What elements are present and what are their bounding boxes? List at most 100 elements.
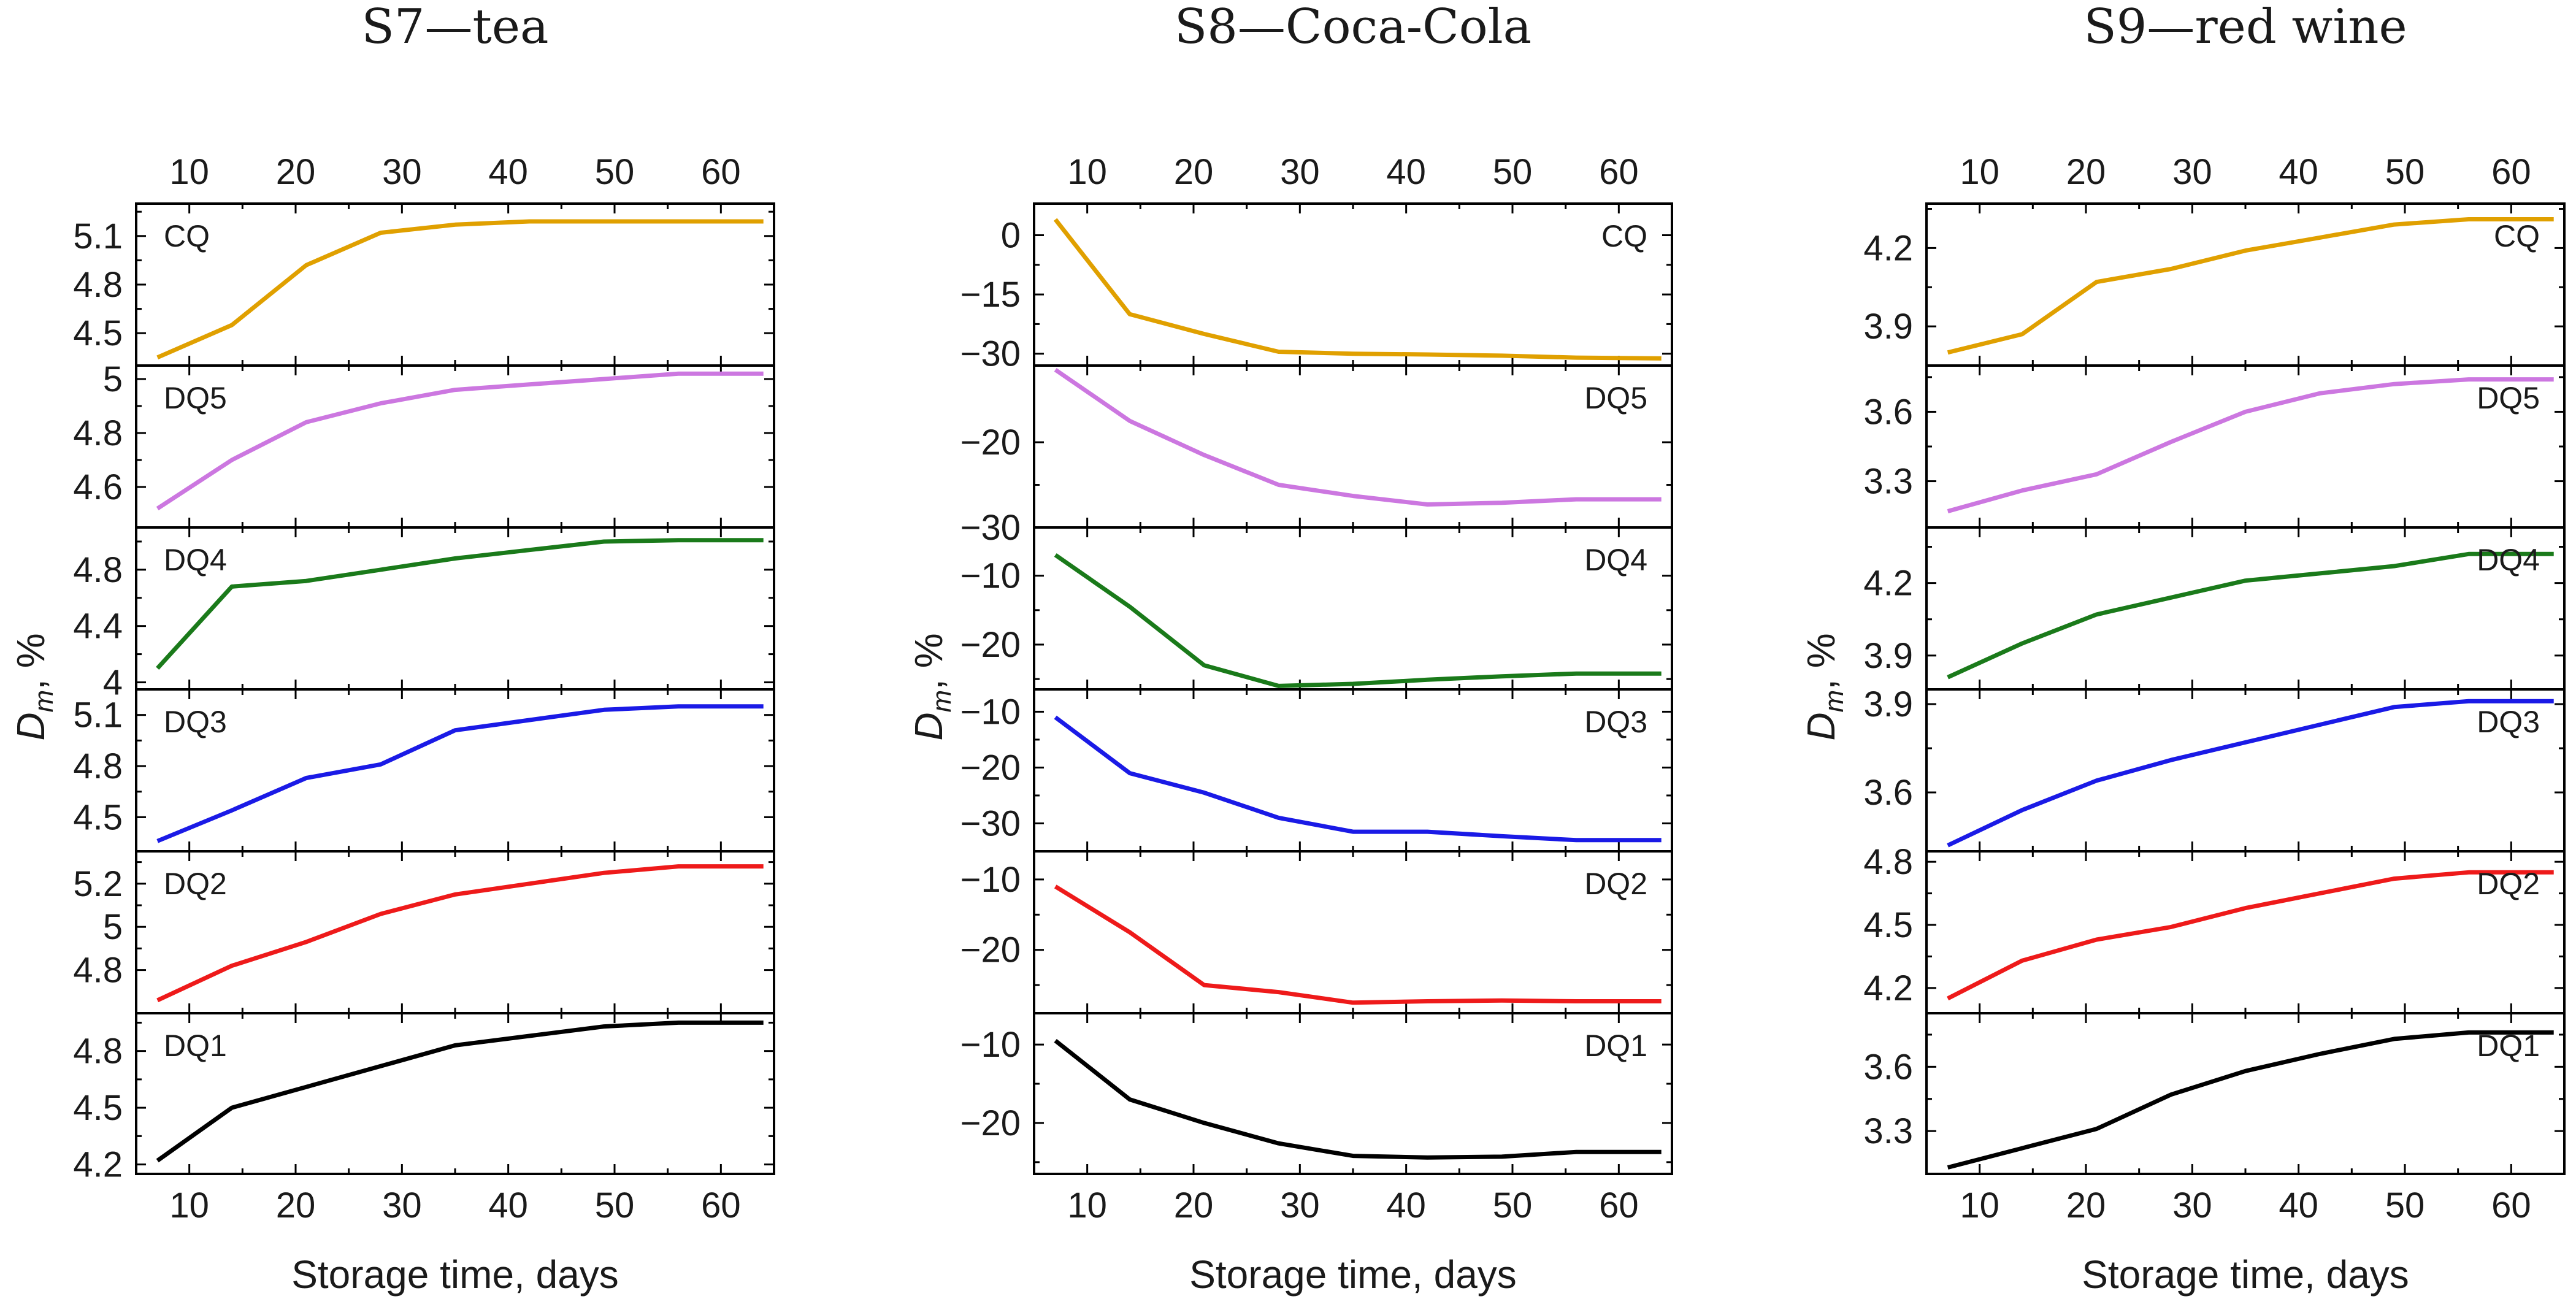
x-tick-top-label: 10 [1067, 152, 1107, 192]
x-tick-bottom-label: 20 [276, 1186, 316, 1225]
strip-frame [1925, 526, 2566, 691]
strip-frame [135, 1012, 775, 1175]
x-tick-top-label: 10 [1960, 152, 1999, 192]
y-tick-label: 4.5 [73, 1088, 123, 1128]
y-tick-label: −30 [960, 334, 1021, 374]
x-tick-top-label: 30 [382, 152, 422, 192]
series-line-cq [156, 219, 764, 360]
strip-dq3: 3.6 3.9 DQ3 [1863, 684, 2566, 853]
x-axis-label: Storage time, days [1189, 1252, 1517, 1297]
x-tick-bottom-label: 10 [1067, 1186, 1107, 1225]
x-tick-bottom-label: 30 [1280, 1186, 1320, 1225]
series-line-dq2 [156, 864, 764, 1003]
series-line-dq3 [1054, 715, 1662, 843]
y-tick-label: 3.9 [1863, 684, 1913, 724]
strip-dq4: 4 4.4 4.8 DQ4 [73, 526, 775, 703]
y-tick-label: −10 [960, 860, 1021, 900]
chart-title: S8—Coca-Cola [1175, 0, 1531, 55]
series-line-cq [1947, 217, 2554, 355]
x-tick-bottom-label: 60 [1599, 1186, 1639, 1225]
series-label: DQ5 [164, 381, 227, 415]
series-label: CQ [1601, 219, 1647, 253]
series-label: DQ1 [2477, 1029, 2540, 1063]
series-line-dq1 [156, 1020, 764, 1163]
x-tick-top-label: 40 [2279, 152, 2318, 192]
y-tick-label: 5 [103, 359, 123, 399]
series-label: DQ5 [2477, 381, 2540, 415]
strip-dq5: 4.6 4.8 5 DQ5 [73, 359, 775, 529]
strip-dq3: −10 −20 −30 DQ3 [960, 688, 1673, 853]
x-tick-top-label: 60 [2491, 152, 2531, 192]
series-label: DQ1 [1584, 1029, 1647, 1063]
x-tick-bottom-label: 50 [1493, 1186, 1533, 1225]
strip-dq2: 4.2 4.5 4.8 DQ2 [1863, 842, 2566, 1014]
y-tick-label: −20 [960, 625, 1021, 665]
y-tick-label: 3.9 [1863, 636, 1913, 676]
series-line-dq1 [1947, 1030, 2554, 1170]
series-line-dq5 [156, 371, 764, 511]
strip-dq4: 3.9 4.2 DQ4 [1863, 526, 2566, 691]
x-tick-bottom-label: 50 [2385, 1186, 2425, 1225]
strip-frame [1925, 688, 2566, 853]
strip-frame [1925, 850, 2566, 1014]
x-tick-top-label: 30 [2172, 152, 2212, 192]
x-tick-top-label: 30 [1280, 152, 1320, 192]
y-tick-label: −20 [960, 930, 1021, 970]
series-label: DQ2 [2477, 867, 2540, 901]
x-tick-bottom-label: 60 [2491, 1186, 2531, 1225]
x-tick-bottom-label: 60 [701, 1186, 741, 1225]
y-tick-label: −20 [960, 423, 1021, 462]
x-tick-top-label: 50 [595, 152, 635, 192]
strip-frame [1925, 202, 2566, 367]
y-tick-label: 4.2 [1863, 228, 1913, 268]
strip-frame [135, 688, 775, 853]
y-tick-label: −30 [960, 508, 1021, 548]
x-tick-bottom-label: 40 [1386, 1186, 1426, 1225]
y-tick-label: 4 [103, 663, 123, 703]
strip-frame [1033, 688, 1673, 853]
y-tick-label: −30 [960, 803, 1021, 843]
series-label: DQ4 [164, 543, 227, 577]
y-tick-label: 4.8 [1863, 842, 1913, 882]
y-tick-label: −20 [960, 748, 1021, 788]
y-tick-label: 0 [1001, 216, 1021, 256]
strip-frame [1925, 364, 2566, 529]
series-line-dq2 [1947, 870, 2554, 1001]
strip-frame [135, 526, 775, 691]
chart-panel-1: S7—tea Dm, % Storage time, days 10 10 20 20 30 3… [9, 0, 775, 1297]
strip-cq: 4.5 4.8 5.1 CQ [73, 202, 775, 367]
y-axis-label: Dm, % [907, 633, 957, 740]
y-tick-label: 5.1 [73, 696, 123, 735]
series-label: DQ4 [1584, 543, 1647, 577]
x-tick-top-label: 50 [2385, 152, 2425, 192]
series-line-dq2 [1054, 884, 1662, 1005]
x-tick-bottom-label: 30 [2172, 1186, 2212, 1225]
y-tick-label: 3.3 [1863, 1111, 1913, 1151]
strip-frame [135, 850, 775, 1014]
series-line-dq5 [1054, 368, 1662, 507]
x-tick-bottom-label: 20 [2066, 1186, 2106, 1225]
strip-cq: 0 −15 −30 CQ [960, 202, 1673, 374]
series-label: DQ1 [164, 1029, 227, 1063]
y-tick-label: 3.6 [1863, 773, 1913, 813]
y-tick-label: −15 [960, 275, 1021, 315]
series-label: DQ3 [164, 705, 227, 739]
y-tick-label: −10 [960, 1025, 1021, 1065]
strip-dq2: 4.855.2 DQ2 [73, 850, 775, 1014]
series-label: CQ [164, 219, 210, 253]
y-tick-label: 4.8 [73, 265, 123, 305]
y-tick-label: 4.2 [1863, 564, 1913, 604]
strip-dq1: 4.2 4.5 4.8 DQ1 [73, 1012, 775, 1185]
series-label: DQ2 [164, 867, 227, 901]
x-tick-top-label: 60 [701, 152, 741, 192]
y-tick-label: 5.2 [73, 864, 123, 904]
x-tick-bottom-label: 40 [488, 1186, 528, 1225]
x-tick-bottom-label: 10 [169, 1186, 209, 1225]
chart-title: S9—red wine [2083, 0, 2407, 55]
y-tick-label: −10 [960, 692, 1021, 732]
series-label: DQ4 [2477, 543, 2540, 577]
series-line-dq3 [156, 704, 764, 843]
x-tick-bottom-label: 40 [2279, 1186, 2318, 1225]
y-tick-label: −10 [960, 556, 1021, 596]
